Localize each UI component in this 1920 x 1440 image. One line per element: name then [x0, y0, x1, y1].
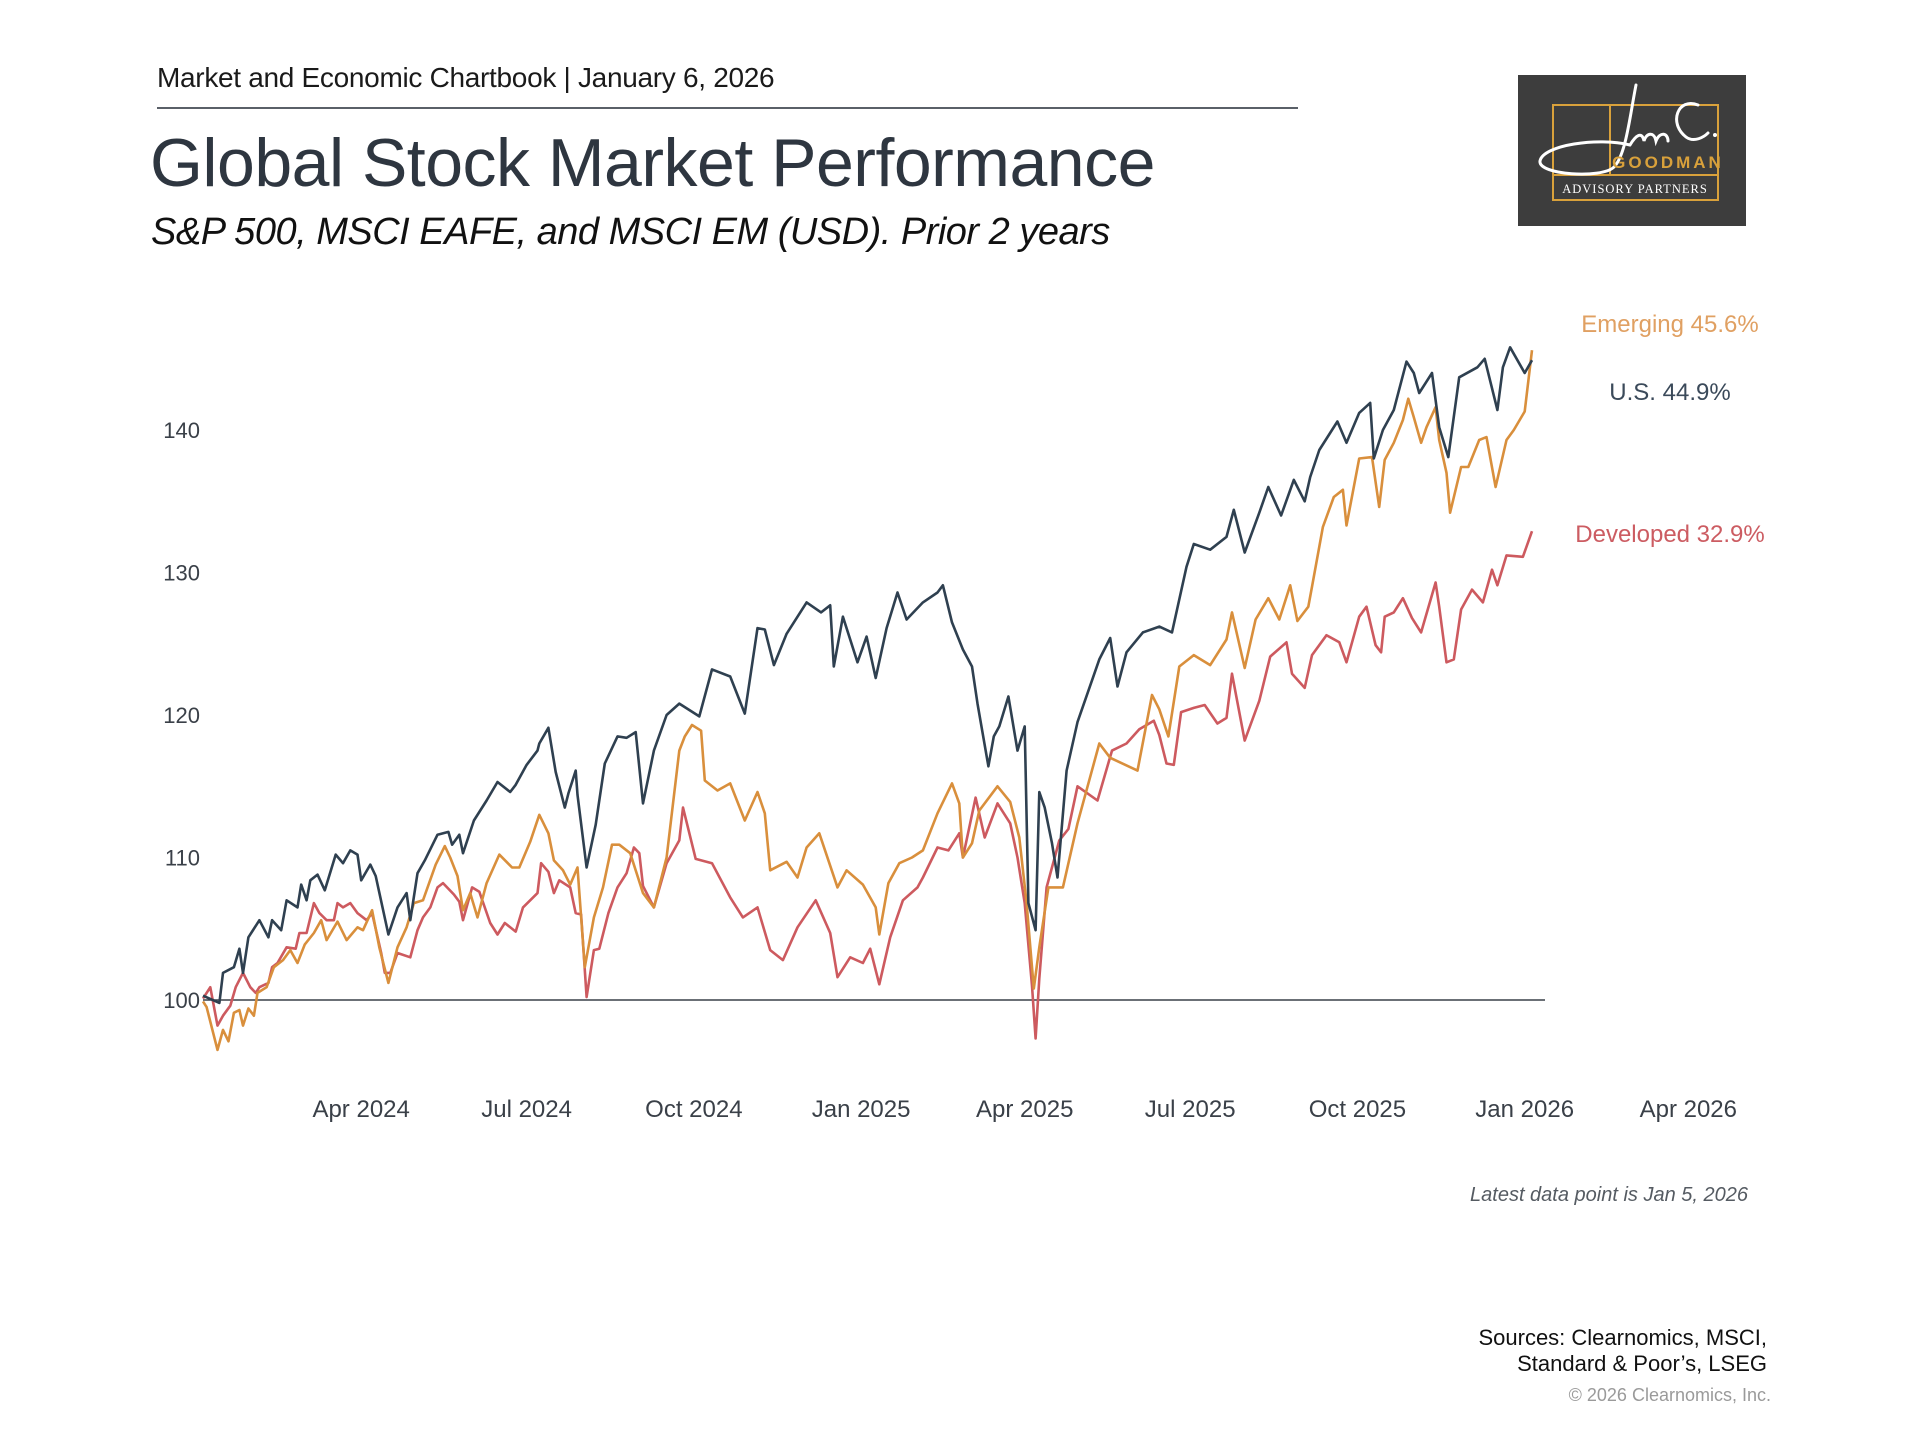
sources-note: Sources: Clearnomics, MSCI, Standard & P… — [1478, 1325, 1767, 1377]
x-axis: Apr 2024 Jul 2024 Oct 2024 Jan 2025 Apr 2025… — [312, 1096, 1737, 1123]
y-tick-label: 110 — [165, 846, 200, 871]
x-tick-label: Jan 2026 — [1475, 1096, 1574, 1123]
x-tick-label: Jan 2025 — [812, 1096, 911, 1123]
y-tick-label: 140 — [163, 418, 200, 443]
series-line-u-s — [202, 346, 1534, 1005]
logo-name: GOODMAN — [1612, 153, 1724, 172]
x-tick-label: Apr 2026 — [1640, 1096, 1737, 1123]
page-title: Global Stock Market Performance — [150, 125, 1155, 201]
series-end-label: Emerging 45.6% — [1581, 311, 1758, 338]
series-line-emerging — [201, 350, 1534, 1052]
x-tick-label: Oct 2025 — [1309, 1096, 1406, 1123]
copyright-note: © 2026 Clearnomics, Inc. — [1568, 1385, 1771, 1405]
y-tick-label: 120 — [163, 703, 200, 728]
series-end-labels: U.S. 44.9% Emerging 45.6% Developed 32.9% — [1575, 311, 1764, 548]
y-axis: 100 110 120 130 140 — [163, 418, 200, 1013]
logo-tagline: ADVISORY PARTNERS — [1562, 182, 1708, 196]
page-subtitle: S&P 500, MSCI EAFE, and MSCI EM (USD). P… — [151, 211, 1110, 253]
logo-frame — [1552, 104, 1719, 201]
series-lines — [201, 346, 1534, 1052]
series-end-label: U.S. 44.9% — [1609, 379, 1730, 406]
y-tick-label: 100 — [163, 988, 200, 1013]
x-tick-label: Jul 2024 — [481, 1096, 572, 1123]
goodman-logo: GOODMAN ADVISORY PARTNERS — [1518, 75, 1746, 226]
series-line-developed — [201, 530, 1534, 1040]
x-tick-label: Apr 2024 — [312, 1096, 409, 1123]
header-divider — [157, 107, 1298, 109]
sources-line-2: Standard & Poor’s, LSEG — [1517, 1351, 1767, 1376]
logo-signature-mark — [1538, 83, 1710, 176]
sources-line-1: Sources: Clearnomics, MSCI, — [1478, 1325, 1767, 1350]
latest-data-note: Latest data point is Jan 5, 2026 — [1470, 1184, 1748, 1206]
x-tick-label: Oct 2024 — [645, 1096, 742, 1123]
x-tick-label: Jul 2025 — [1145, 1096, 1236, 1123]
x-tick-label: Apr 2025 — [976, 1096, 1073, 1123]
y-tick-label: 130 — [163, 561, 200, 586]
series-end-label: Developed 32.9% — [1575, 521, 1764, 548]
chartbook-header: Market and Economic Chartbook | January … — [157, 62, 775, 93]
